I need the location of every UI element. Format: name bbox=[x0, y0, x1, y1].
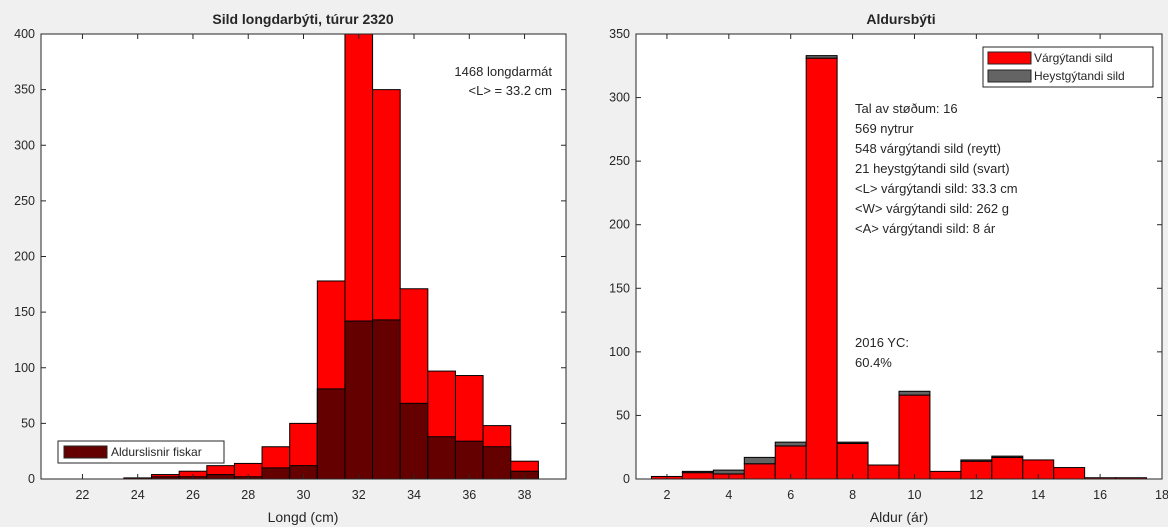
chart1-bar-series1-x32 bbox=[344, 320, 374, 480]
chart1-y-tick-label-2: 100 bbox=[14, 361, 35, 375]
chart2-annotation-mean-age: <A> várgýtandi sild: 8 ár bbox=[855, 221, 996, 236]
chart2-bar-series1-x4 bbox=[712, 469, 745, 475]
chart2-annotation-stations: Tal av støðum: 16 bbox=[855, 101, 958, 116]
chart2-legend: Várgýtandi sild Heystgýtandi sild bbox=[982, 46, 1154, 88]
chart2-x-tick-label-0: 2 bbox=[663, 488, 670, 502]
chart2-bar-series0-x11 bbox=[929, 470, 962, 480]
chart1-bar-series1-x36 bbox=[454, 440, 484, 480]
chart2-x-tick-label-8: 18 bbox=[1155, 488, 1168, 502]
chart1-bar-series1-x31 bbox=[316, 388, 346, 480]
chart1-annotation-count: 1468 longdarmát bbox=[454, 64, 552, 79]
chart1-title: Sild longdarbýti, túrur 2320 bbox=[212, 11, 393, 27]
chart2-x-tick-label-5: 12 bbox=[969, 488, 983, 502]
chart1-x-tick-label-4: 30 bbox=[297, 488, 311, 502]
chart2-bar-series0-x9 bbox=[867, 464, 900, 480]
chart1-y-tick-label-5: 250 bbox=[14, 194, 35, 208]
chart1-bar-series1-x33 bbox=[372, 319, 401, 480]
chart1-x-tick-label-5: 32 bbox=[352, 488, 366, 502]
chart2-annotation-samples: 569 nytrur bbox=[855, 121, 914, 136]
chart1-bar-series1-x37 bbox=[482, 446, 512, 480]
chart1-y-tick-label-6: 300 bbox=[14, 138, 35, 152]
chart2-x-tick-label-6: 14 bbox=[1031, 488, 1045, 502]
age-distribution-chart: Aldursbýti 2 4 6 8 10 12 14 16 18 0 50 100 150 200 250… bbox=[609, 11, 1168, 525]
chart2-annotation-yearclass: 2016 YC: bbox=[855, 335, 909, 350]
chart1-x-tick-label-3: 28 bbox=[241, 488, 255, 502]
chart2-bar-series1-x10 bbox=[898, 390, 931, 396]
chart1-y-tick-label-3: 150 bbox=[14, 305, 35, 319]
chart2-y-tick-label-4: 200 bbox=[609, 218, 630, 232]
chart2-x-axis-label: Aldur (ár) bbox=[870, 509, 928, 525]
chart2-annotation-autumn-count: 21 heystgýtandi sild (svart) bbox=[855, 161, 1010, 176]
chart2-bar-series0-x3 bbox=[681, 472, 714, 480]
chart2-bar-series1-x7 bbox=[805, 55, 838, 59]
chart2-legend-swatch-autumn bbox=[987, 69, 1032, 83]
chart1-y-tick-label-7: 350 bbox=[14, 83, 35, 97]
chart1-x-tick-label-8: 38 bbox=[518, 488, 532, 502]
chart2-x-tick-label-4: 10 bbox=[908, 488, 922, 502]
chart1-y-tick-label-0: 0 bbox=[28, 472, 35, 486]
chart1-y-tick-label-1: 50 bbox=[21, 416, 35, 430]
chart2-bar-series0-x15 bbox=[1053, 467, 1086, 480]
chart2-annotation-yearclass-percent: 60.4% bbox=[855, 355, 892, 370]
chart2-x-tick-label-2: 6 bbox=[787, 488, 794, 502]
chart2-x-tick-label-7: 16 bbox=[1093, 488, 1107, 502]
chart1-plot-area bbox=[41, 34, 566, 479]
chart1-x-tick-label-0: 22 bbox=[75, 488, 89, 502]
chart1-x-tick-label-2: 26 bbox=[186, 488, 200, 502]
chart2-y-tick-label-1: 50 bbox=[616, 408, 630, 422]
chart1-x-tick-label-6: 34 bbox=[407, 488, 421, 502]
chart2-bar-series0-x6 bbox=[774, 445, 807, 480]
chart2-legend-label-spring: Várgýtandi sild bbox=[1034, 51, 1113, 65]
chart2-bar-series1-x12 bbox=[960, 459, 993, 462]
chart2-annotation-spring-count: 548 várgýtandi sild (reytt) bbox=[855, 141, 1001, 156]
chart1-y-tick-label-4: 200 bbox=[14, 250, 35, 264]
chart2-x-tick-label-1: 4 bbox=[725, 488, 732, 502]
chart2-y-tick-label-6: 300 bbox=[609, 91, 630, 105]
chart1-axes-box bbox=[40, 33, 567, 480]
chart2-y-tick-label-2: 100 bbox=[609, 345, 630, 359]
chart2-bar-series1-x8 bbox=[836, 441, 869, 444]
chart2-x-tick-label-3: 8 bbox=[849, 488, 856, 502]
chart2-annotation-mean-length: <L> várgýtandi sild: 33.3 cm bbox=[855, 181, 1018, 196]
chart2-y-tick-label-0: 0 bbox=[623, 472, 630, 486]
chart2-bar-series0-x7 bbox=[805, 57, 838, 480]
chart1-legend-label: Aldurslisnir fiskar bbox=[111, 445, 202, 459]
chart2-bar-series0-x8 bbox=[836, 442, 869, 480]
chart2-legend-swatch-spring bbox=[987, 51, 1032, 65]
chart2-bar-series1-x6 bbox=[774, 441, 807, 447]
chart2-bar-series0-x5 bbox=[743, 463, 776, 480]
chart2-bar-series1-x13 bbox=[991, 455, 1024, 458]
chart2-y-tick-label-3: 150 bbox=[609, 281, 630, 295]
chart1-annotation-mean-length: <L> = 33.2 cm bbox=[469, 83, 552, 98]
chart1-legend: Aldurslisnir fiskar bbox=[57, 440, 225, 464]
chart2-bar-series0-x10 bbox=[898, 394, 931, 480]
chart1-x-axis-label: Longd (cm) bbox=[268, 509, 339, 525]
chart1-x-tick-label-1: 24 bbox=[131, 488, 145, 502]
chart2-annotation-mean-weight: <W> várgýtandi sild: 262 g bbox=[855, 201, 1009, 216]
chart2-y-tick-label-7: 350 bbox=[609, 27, 630, 41]
chart2-bar-series1-x5 bbox=[743, 456, 776, 465]
chart2-legend-label-autumn: Heystgýtandi sild bbox=[1034, 69, 1125, 83]
chart2-bar-series0-x13 bbox=[991, 456, 1024, 480]
chart2-annotations: Tal av støðum: 16 569 nytrur 548 várgýta… bbox=[855, 101, 1018, 370]
chart1-bar-series1-x35 bbox=[427, 436, 456, 480]
chart1-bar-series1-x34 bbox=[399, 402, 429, 480]
chart1-y-tick-label-8: 400 bbox=[14, 27, 35, 41]
chart1-bar-series1-x27 bbox=[206, 474, 235, 480]
chart1-x-tick-label-7: 36 bbox=[462, 488, 476, 502]
chart1-bar-series1-x29 bbox=[261, 467, 291, 480]
chart1-legend-swatch bbox=[63, 445, 108, 459]
chart2-title: Aldursbýti bbox=[866, 11, 935, 27]
chart2-y-tick-label-5: 250 bbox=[609, 154, 630, 168]
length-histogram-chart: Sild longdarbýti, túrur 2320 22 24 26 28 30 3… bbox=[14, 11, 567, 525]
chart2-bar-series1-x3 bbox=[681, 470, 714, 474]
chart2-axes-box bbox=[635, 33, 1163, 480]
